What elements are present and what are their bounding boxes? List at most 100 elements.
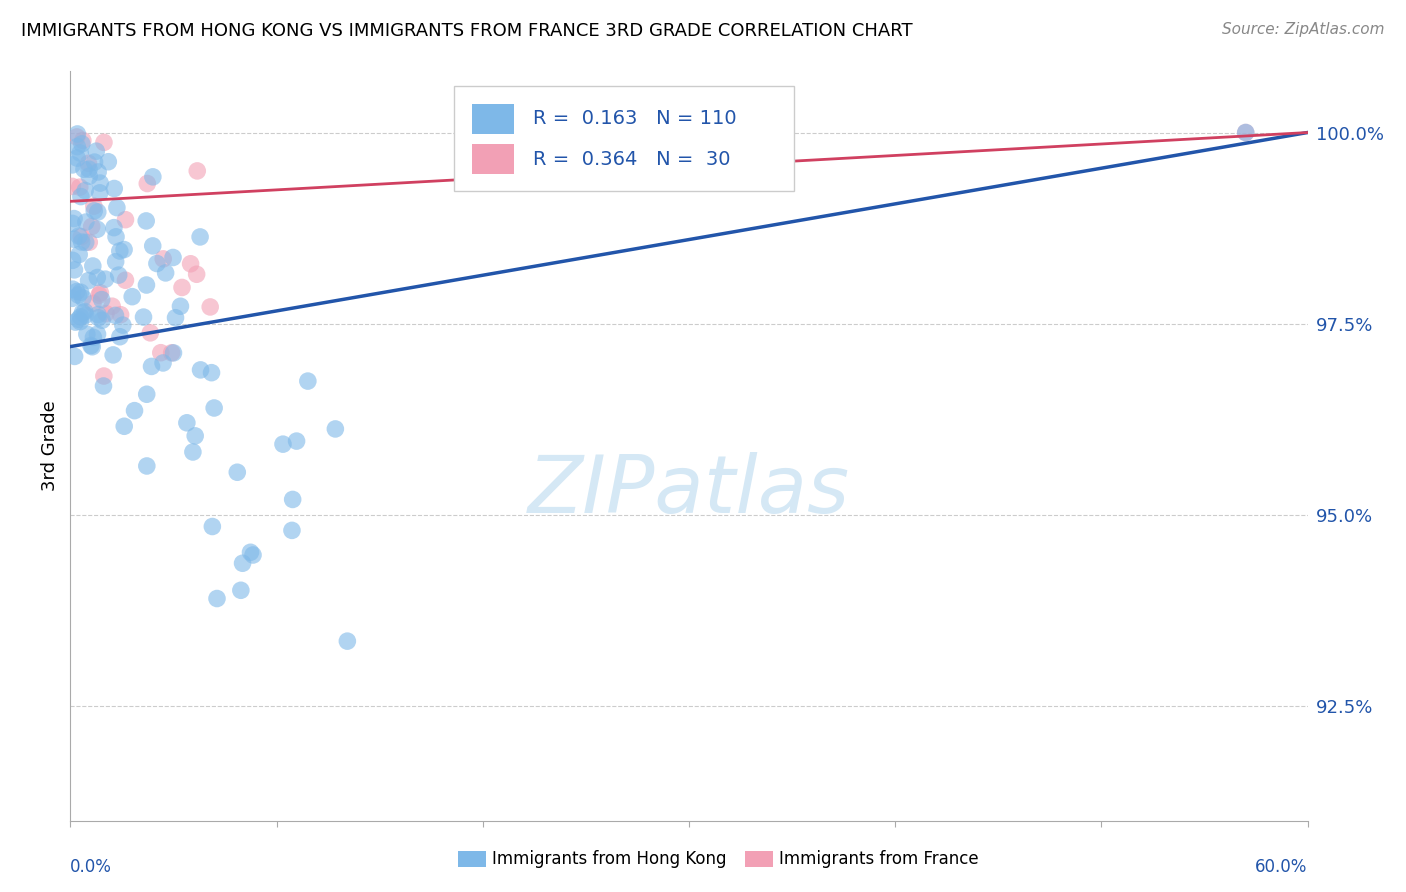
Text: 0.0%: 0.0% bbox=[70, 858, 112, 876]
Point bbox=[152, 252, 174, 266]
Point bbox=[75, 184, 97, 198]
Text: Source: ZipAtlas.com: Source: ZipAtlas.com bbox=[1222, 22, 1385, 37]
Point bbox=[77, 235, 100, 250]
Point bbox=[82, 296, 104, 310]
Point bbox=[152, 356, 174, 370]
Point bbox=[90, 293, 112, 307]
Point bbox=[77, 156, 100, 170]
Point bbox=[146, 256, 169, 270]
Point bbox=[142, 169, 165, 184]
Point bbox=[62, 282, 84, 296]
Point bbox=[73, 162, 96, 177]
Point bbox=[66, 139, 89, 153]
Point bbox=[190, 363, 212, 377]
Point bbox=[60, 179, 83, 194]
Text: R =  0.364   N =  30: R = 0.364 N = 30 bbox=[533, 150, 731, 169]
Point bbox=[169, 299, 191, 313]
Point bbox=[87, 165, 110, 179]
Point bbox=[104, 309, 127, 323]
Point bbox=[103, 181, 125, 195]
Point bbox=[142, 239, 165, 253]
Point bbox=[69, 310, 91, 324]
Point bbox=[67, 288, 90, 302]
Point bbox=[242, 548, 264, 562]
Point bbox=[205, 591, 228, 606]
Text: IMMIGRANTS FROM HONG KONG VS IMMIGRANTS FROM FRANCE 3RD GRADE CORRELATION CHART: IMMIGRANTS FROM HONG KONG VS IMMIGRANTS … bbox=[21, 22, 912, 40]
Point bbox=[226, 465, 249, 479]
Point bbox=[83, 155, 105, 169]
Point bbox=[141, 359, 163, 374]
Point bbox=[1234, 126, 1257, 140]
Point bbox=[72, 305, 94, 319]
Point bbox=[72, 133, 94, 147]
Point bbox=[60, 216, 83, 230]
Point bbox=[67, 247, 90, 261]
Point bbox=[83, 203, 105, 218]
Point bbox=[101, 348, 124, 362]
Point bbox=[184, 429, 207, 443]
Point bbox=[63, 211, 86, 226]
Point bbox=[336, 634, 359, 648]
Point bbox=[202, 401, 225, 415]
Point bbox=[105, 201, 128, 215]
Point bbox=[111, 318, 134, 333]
Point bbox=[139, 326, 162, 340]
Point bbox=[297, 374, 319, 388]
Point bbox=[180, 257, 202, 271]
Point bbox=[97, 154, 120, 169]
Point bbox=[66, 151, 89, 165]
Point bbox=[176, 416, 198, 430]
Point bbox=[70, 235, 93, 249]
Point bbox=[77, 169, 100, 184]
Point bbox=[93, 136, 115, 150]
Text: ZIPatlas: ZIPatlas bbox=[527, 452, 851, 530]
Point bbox=[201, 519, 224, 533]
Point bbox=[94, 272, 117, 286]
Point bbox=[181, 445, 204, 459]
Point bbox=[108, 330, 131, 344]
Point bbox=[76, 327, 98, 342]
Point bbox=[239, 545, 262, 559]
Point bbox=[66, 285, 89, 299]
Point bbox=[69, 285, 91, 300]
Point bbox=[82, 259, 104, 273]
Point bbox=[285, 434, 308, 448]
Point bbox=[87, 288, 110, 302]
Point bbox=[82, 340, 104, 354]
Point bbox=[60, 291, 83, 305]
Point bbox=[69, 180, 91, 194]
Point bbox=[80, 219, 103, 234]
Point bbox=[188, 230, 211, 244]
Point bbox=[65, 315, 87, 329]
Point bbox=[186, 267, 208, 281]
Point bbox=[66, 127, 89, 141]
Point bbox=[67, 229, 90, 244]
Point bbox=[104, 254, 127, 268]
FancyBboxPatch shape bbox=[472, 103, 515, 134]
Point bbox=[84, 144, 107, 158]
Point bbox=[75, 308, 97, 322]
Point bbox=[72, 291, 94, 305]
Point bbox=[67, 312, 90, 326]
Point bbox=[73, 304, 96, 318]
Point bbox=[89, 186, 111, 200]
Text: R =  0.163   N = 110: R = 0.163 N = 110 bbox=[533, 109, 737, 128]
Point bbox=[62, 253, 84, 268]
Point bbox=[112, 243, 135, 257]
Point bbox=[75, 235, 97, 250]
Text: Immigrants from Hong Kong: Immigrants from Hong Kong bbox=[492, 850, 727, 868]
Point bbox=[87, 205, 110, 219]
Point bbox=[77, 162, 100, 177]
Text: 60.0%: 60.0% bbox=[1256, 858, 1308, 876]
Point bbox=[93, 379, 115, 393]
Point bbox=[325, 422, 347, 436]
Point bbox=[91, 313, 114, 327]
Point bbox=[170, 280, 193, 294]
Point bbox=[63, 263, 86, 277]
Point bbox=[89, 176, 111, 190]
Text: Immigrants from France: Immigrants from France bbox=[779, 850, 979, 868]
Point bbox=[89, 285, 111, 300]
Point bbox=[80, 338, 103, 352]
Point bbox=[69, 315, 91, 329]
FancyBboxPatch shape bbox=[454, 87, 794, 191]
